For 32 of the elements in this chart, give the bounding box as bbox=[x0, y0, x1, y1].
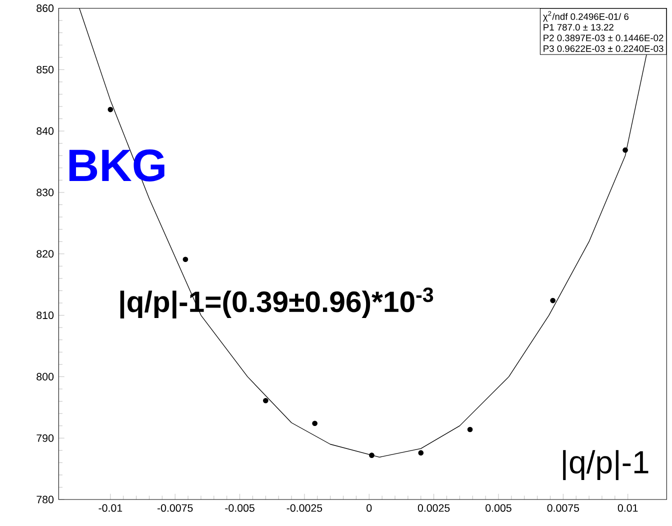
point bbox=[108, 106, 114, 112]
point bbox=[418, 450, 424, 456]
point bbox=[622, 147, 628, 153]
x-tick-label: 0.0075 bbox=[547, 504, 580, 512]
x-tick-label: -0.005 bbox=[225, 504, 254, 512]
point bbox=[312, 420, 318, 426]
x-tick-label: 0.01 bbox=[618, 504, 638, 512]
point bbox=[550, 298, 556, 304]
y-tick-label: 850 bbox=[36, 66, 54, 74]
y-tick-label: 810 bbox=[36, 311, 54, 319]
y-tick-label: 790 bbox=[36, 434, 54, 442]
x-tick-label: -0.0075 bbox=[157, 504, 193, 512]
point bbox=[369, 452, 374, 458]
point bbox=[467, 426, 473, 432]
annotation: χ$^{2}$/ndf 0.2496E-01/ 6 bbox=[542, 11, 629, 22]
point bbox=[262, 398, 268, 404]
x-tick-label: -0.01 bbox=[98, 504, 122, 512]
y-tick-label: 860 bbox=[36, 4, 54, 12]
y-tick-label: 800 bbox=[36, 372, 54, 380]
annotation: P1 787.0 ± 13.22 bbox=[544, 24, 614, 30]
y-tick-label: 820 bbox=[36, 250, 54, 258]
y-tick-label: 840 bbox=[36, 127, 54, 135]
annotation: P3 0.9622E-03 ± 0.2240E-03 bbox=[544, 45, 664, 52]
x-tick-label: 0 bbox=[366, 504, 372, 512]
annotation: P2 0.3897E-03 ± 0.1446E-02 bbox=[544, 34, 664, 42]
y-tick-label: 830 bbox=[36, 188, 54, 196]
x-tick-label: 0.005 bbox=[486, 504, 512, 512]
x-axis-title: |q/p|-1 bbox=[563, 450, 648, 480]
point bbox=[182, 256, 188, 262]
y-tick-label: 780 bbox=[36, 496, 54, 504]
x-tick-label: 0.0025 bbox=[418, 504, 450, 512]
x-tick-label: -0.0025 bbox=[286, 504, 322, 512]
